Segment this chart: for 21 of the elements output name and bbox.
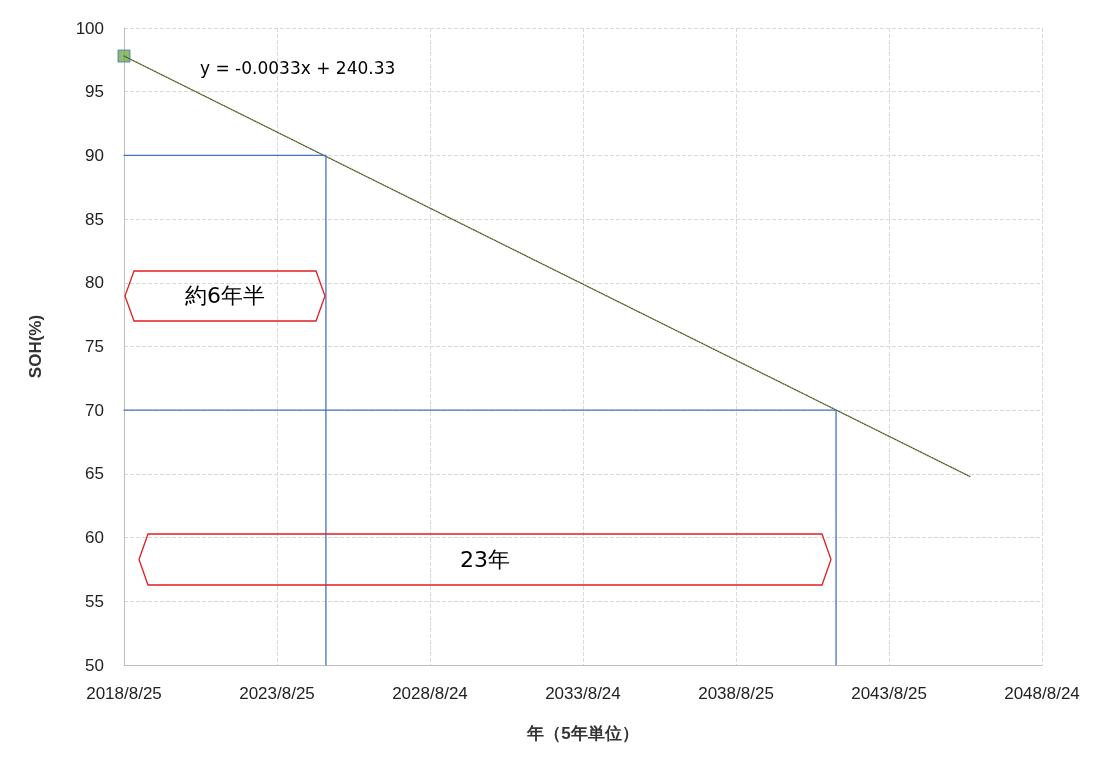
y-tick-label: 55: [85, 591, 104, 611]
y-tick-label: 60: [85, 528, 104, 548]
x-axis-title: 年（5年単位）: [526, 724, 639, 743]
y-tick-label: 90: [85, 145, 104, 165]
y-tick-label: 65: [85, 464, 104, 484]
x-tick-label: 2028/8/24: [392, 684, 468, 703]
y-tick-label: 75: [85, 337, 104, 356]
x-tick-label: 2018/8/25: [86, 684, 162, 703]
x-tick-label: 2043/8/25: [851, 684, 927, 703]
y-tick-label: 100: [75, 18, 104, 38]
annotation: y = -0.0033x + 240.33: [200, 58, 396, 78]
y-tick-label: 70: [85, 400, 104, 420]
y-tick-label: 50: [85, 655, 104, 675]
y-tick-label: 85: [85, 209, 104, 229]
y-axis-title: SOH(%): [26, 314, 45, 379]
x-tick-label: 2033/8/24: [545, 684, 621, 703]
x-tick-label: 2023/8/25: [239, 684, 315, 703]
x-tick-label: 2038/8/25: [698, 684, 774, 703]
y-tick-label: 95: [85, 82, 104, 102]
x-tick-label: 2048/8/24: [1004, 684, 1080, 703]
y-tick-label: 80: [85, 273, 104, 293]
